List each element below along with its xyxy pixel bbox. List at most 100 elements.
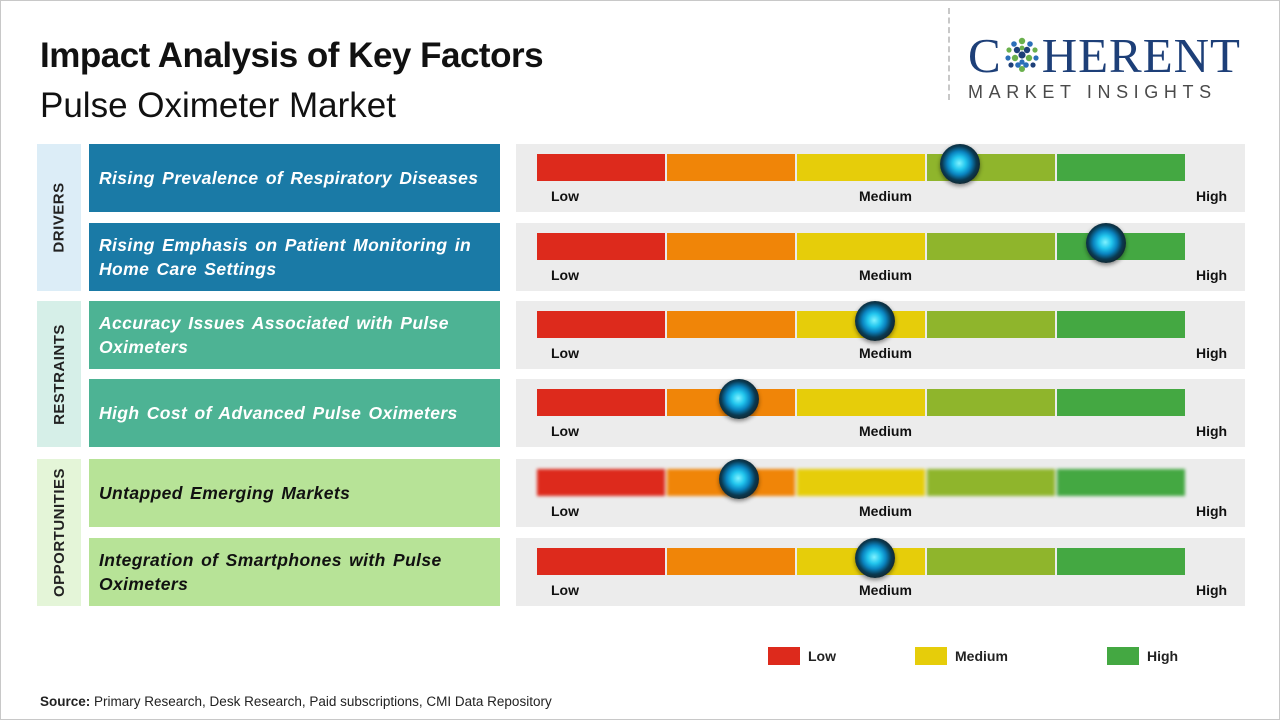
logo-dot	[1023, 46, 1030, 54]
logo-dot	[1013, 46, 1020, 54]
gauge-bar	[537, 389, 1187, 416]
factor-box: Untapped Emerging Markets	[89, 459, 500, 527]
gauge-segment	[797, 389, 925, 416]
logo-dot	[1032, 47, 1038, 53]
gauge-bar	[537, 154, 1187, 181]
impact-marker	[939, 144, 980, 184]
gauge-label-high: High	[1196, 582, 1228, 598]
category-label: OPPORTUNITIES	[50, 467, 68, 598]
gauge-bar	[537, 233, 1187, 260]
legend-label: High	[1147, 648, 1179, 664]
gauge-bar	[537, 469, 1187, 496]
gauge-label-low: Low	[551, 423, 579, 439]
legend-swatch	[915, 647, 947, 665]
impact-marker	[855, 301, 895, 341]
legend-swatch	[1107, 647, 1139, 665]
impact-gauge: Low Medium High	[516, 538, 1245, 606]
factor-box: Rising Emphasis on Patient Monitoring in…	[89, 223, 500, 291]
impact-gauge: Low Medium High	[516, 379, 1245, 447]
gauge-segment	[1057, 389, 1185, 416]
logo-dot	[1019, 45, 1025, 51]
source-prefix: Source:	[40, 694, 91, 709]
factor-label: Rising Prevalence of Respiratory Disease…	[99, 168, 479, 188]
gauge-segment	[537, 154, 665, 181]
logo-divider	[948, 8, 950, 100]
logo-dot	[1033, 55, 1039, 61]
logo-dot	[1018, 66, 1025, 72]
impact-gauge: Low Medium High	[516, 144, 1245, 212]
category-opportunities: OPPORTUNITIES	[37, 459, 81, 606]
gauge-label-medium: Medium	[859, 503, 912, 519]
legend-label: Low	[808, 648, 836, 664]
gauge-label-high: High	[1196, 423, 1228, 439]
factor-label: Integration of Smartphones with Pulse Ox…	[99, 550, 442, 594]
gauge-segment	[927, 389, 1055, 416]
gauge-label-high: High	[1196, 188, 1228, 204]
factor-label: Untapped Emerging Markets	[99, 483, 351, 503]
gauge-segment	[927, 311, 1055, 338]
factor-label: Rising Emphasis on Patient Monitoring in…	[99, 235, 472, 279]
page-title: Impact Analysis of Key Factors	[40, 36, 544, 75]
gauge-segment	[537, 389, 665, 416]
impact-marker	[718, 459, 759, 499]
gauge-label-medium: Medium	[859, 188, 912, 204]
gauge-segment	[1057, 311, 1185, 338]
logo-letter-c: C	[968, 27, 1002, 83]
category-restraints: RESTRAINTS	[37, 301, 81, 447]
gauge-segment	[537, 311, 665, 338]
logo-dot	[1018, 37, 1025, 45]
gauge-label-high: High	[1196, 503, 1228, 519]
logo-word: HERENT	[1041, 27, 1241, 83]
gauge-segment	[1057, 469, 1185, 496]
factor-label: High Cost of Advanced Pulse Oximeters	[99, 403, 458, 423]
gauge-label-high: High	[1196, 345, 1228, 361]
gauge-segment	[797, 469, 925, 496]
gauge-segment	[667, 233, 795, 260]
gauge-label-medium: Medium	[859, 267, 912, 283]
factor-label: Accuracy Issues Associated with Pulse Ox…	[99, 313, 449, 357]
logo-dot	[1030, 62, 1036, 68]
gauge-segment	[537, 469, 665, 496]
gauge-label-low: Low	[551, 345, 579, 361]
logo-dots-icon	[1005, 37, 1039, 72]
logo-dot	[1006, 47, 1012, 53]
gauge-label-medium: Medium	[859, 345, 912, 361]
category-label: DRIVERS	[50, 182, 68, 253]
page-subtitle: Pulse Oximeter Market	[40, 86, 396, 125]
category-label: RESTRAINTS	[50, 323, 68, 425]
impact-marker	[718, 379, 759, 419]
impact-marker	[1085, 223, 1126, 263]
gauge-segment	[667, 154, 795, 181]
factor-box: Integration of Smartphones with Pulse Ox…	[89, 538, 500, 606]
gauge-label-medium: Medium	[859, 582, 912, 598]
gauge-segment	[1057, 548, 1185, 575]
gauge-segment	[537, 548, 665, 575]
gauge-label-medium: Medium	[859, 423, 912, 439]
logo-dot	[1008, 62, 1014, 68]
gauge-bar	[537, 548, 1187, 575]
logo-dot	[1010, 41, 1017, 47]
legend-label: Medium	[955, 648, 1008, 664]
legend-item: High	[1107, 647, 1178, 665]
logo-dot	[1011, 54, 1018, 62]
legend-item: Low	[768, 647, 836, 665]
logo-dot	[1022, 62, 1029, 68]
legend-item: Medium	[915, 647, 1008, 665]
gauge-label-low: Low	[551, 267, 579, 283]
logo-dot	[1026, 41, 1033, 47]
gauge-label-high: High	[1196, 267, 1228, 283]
gauge-label-low: Low	[551, 582, 579, 598]
gauge-segment	[927, 548, 1055, 575]
impact-gauge: Low Medium High	[516, 223, 1245, 291]
logo-dot	[1019, 59, 1025, 65]
factor-box: High Cost of Advanced Pulse Oximeters	[89, 379, 500, 447]
logo-tagline: MARKET INSIGHTS	[968, 82, 1217, 102]
impact-gauge: Low Medium High	[516, 459, 1245, 527]
gauge-label-low: Low	[551, 188, 579, 204]
factor-box: Rising Prevalence of Respiratory Disease…	[89, 144, 500, 212]
company-logo: C HERENT MARKET INSIGHTS	[968, 30, 1268, 103]
factor-box: Accuracy Issues Associated with Pulse Ox…	[89, 301, 500, 369]
source-note: Source: Primary Research, Desk Research,…	[40, 694, 552, 709]
impact-gauge: Low Medium High	[516, 301, 1245, 369]
gauge-label-low: Low	[551, 503, 579, 519]
